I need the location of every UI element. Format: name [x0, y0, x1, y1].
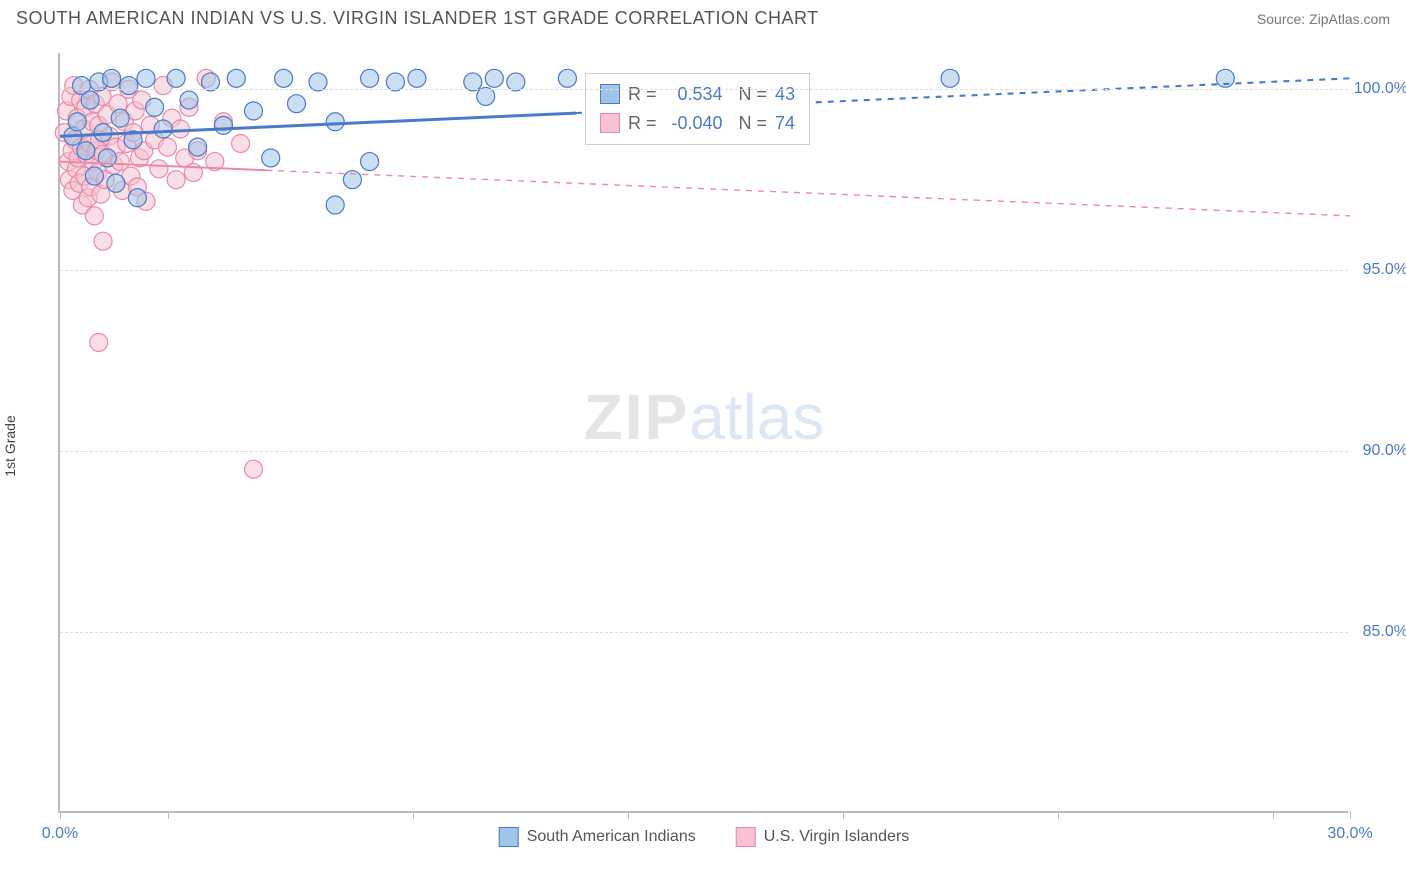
data-point	[171, 120, 189, 138]
data-point	[154, 120, 172, 138]
data-point	[361, 69, 379, 87]
n-label: N =	[739, 109, 768, 138]
info-row: R = -0.040 N =74	[600, 109, 795, 138]
x-tick	[843, 811, 844, 819]
x-tick	[168, 811, 169, 819]
data-point	[120, 77, 138, 95]
data-point	[146, 98, 164, 116]
legend-label: U.S. Virgin Islanders	[764, 828, 910, 846]
x-tick-label: 30.0%	[1327, 825, 1372, 843]
x-tick-label: 0.0%	[42, 825, 78, 843]
data-point	[180, 91, 198, 109]
plot-area: ZIPatlas R =0.534N =43R =-0.040N =74 Sou…	[58, 53, 1348, 813]
data-point	[227, 69, 245, 87]
data-point	[558, 69, 576, 87]
r-value: -0.040	[665, 109, 723, 138]
data-point	[485, 69, 503, 87]
y-tick-label: 95.0%	[1353, 261, 1406, 279]
data-point	[361, 153, 379, 171]
info-row: R = 0.534 N =43	[600, 80, 795, 109]
data-point	[128, 189, 146, 207]
r-label: R =	[628, 80, 657, 109]
legend-swatch-icon	[736, 827, 756, 847]
data-point	[214, 116, 232, 134]
data-point	[81, 91, 99, 109]
data-point	[85, 207, 103, 225]
data-point	[167, 69, 185, 87]
data-point	[326, 113, 344, 131]
data-point	[941, 69, 959, 87]
data-point	[275, 69, 293, 87]
data-point	[245, 460, 263, 478]
plot-svg	[60, 53, 1348, 811]
x-tick	[1273, 811, 1274, 819]
y-tick-label: 85.0%	[1353, 623, 1406, 641]
gridline	[60, 451, 1348, 452]
data-point	[326, 196, 344, 214]
legend-swatch-icon	[600, 84, 620, 104]
data-point	[68, 113, 86, 131]
x-tick	[413, 811, 414, 819]
r-label: R =	[628, 109, 657, 138]
y-tick-label: 90.0%	[1353, 442, 1406, 460]
data-point	[103, 69, 121, 87]
x-tick	[1350, 811, 1351, 819]
data-point	[262, 149, 280, 167]
data-point	[85, 167, 103, 185]
data-point	[167, 171, 185, 189]
legend-item: South American Indians	[499, 827, 696, 847]
r-value: 0.534	[665, 80, 723, 109]
correlation-info-box: R = 0.534 N =43 R = -0.040 N =74	[585, 73, 810, 145]
trend-line-dashed	[266, 170, 1350, 216]
data-point	[245, 102, 263, 120]
y-axis-label: 1st Grade	[2, 415, 18, 476]
n-label: N =	[739, 80, 768, 109]
data-point	[232, 134, 250, 152]
y-tick-label: 100.0%	[1353, 80, 1406, 98]
x-tick	[60, 811, 61, 819]
data-point	[107, 174, 125, 192]
chart-container: 1st Grade ZIPatlas R =0.534N =43R =-0.04…	[18, 33, 1388, 843]
gridline	[60, 270, 1348, 271]
x-tick	[1058, 811, 1059, 819]
data-point	[288, 95, 306, 113]
x-tick	[628, 811, 629, 819]
legend-swatch-icon	[600, 113, 620, 133]
n-value: 74	[775, 109, 795, 138]
data-point	[111, 109, 129, 127]
data-point	[137, 69, 155, 87]
data-point	[77, 142, 95, 160]
legend-label: South American Indians	[527, 828, 696, 846]
data-point	[408, 69, 426, 87]
gridline	[60, 89, 1348, 90]
data-point	[189, 138, 207, 156]
legend-swatch-icon	[499, 827, 519, 847]
chart-header: SOUTH AMERICAN INDIAN VS U.S. VIRGIN ISL…	[0, 0, 1406, 33]
gridline	[60, 632, 1348, 633]
data-point	[159, 138, 177, 156]
data-point	[150, 160, 168, 178]
legend-item: U.S. Virgin Islanders	[736, 827, 910, 847]
data-point	[90, 334, 108, 352]
n-value: 43	[775, 80, 795, 109]
source-label: Source: ZipAtlas.com	[1257, 11, 1390, 27]
data-point	[94, 232, 112, 250]
chart-title: SOUTH AMERICAN INDIAN VS U.S. VIRGIN ISL…	[16, 8, 819, 29]
bottom-legend: South American Indians U.S. Virgin Island…	[499, 827, 910, 847]
